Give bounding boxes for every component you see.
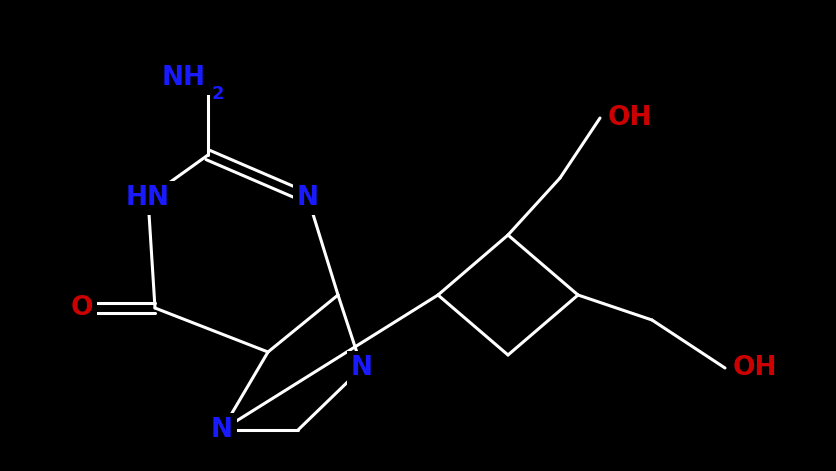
Text: O: O <box>71 295 94 321</box>
Text: OH: OH <box>733 355 777 381</box>
Text: N: N <box>297 185 319 211</box>
Text: N: N <box>211 417 233 443</box>
Text: NH: NH <box>162 65 206 91</box>
Text: 2: 2 <box>212 85 225 103</box>
Text: OH: OH <box>608 105 653 131</box>
Text: HN: HN <box>126 185 170 211</box>
Text: N: N <box>351 355 373 381</box>
